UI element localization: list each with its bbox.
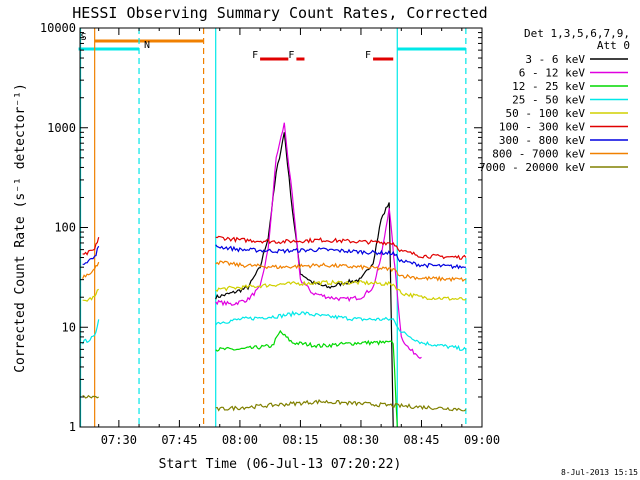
- x-tick-label: 08:00: [222, 433, 258, 447]
- legend-label: 100 - 300 keV: [499, 121, 585, 134]
- legend-label: 300 - 800 keV: [499, 134, 585, 147]
- x-axis: 07:30 07:45 08:00 08:15 08:30 08:45 09:00: [98, 28, 500, 447]
- y-tick-label: 1: [69, 420, 76, 434]
- series-line-7-seg-1: [215, 260, 466, 283]
- legend-header: Att 0: [597, 39, 630, 52]
- x-tick-label: 08:30: [343, 433, 379, 447]
- x-axis-label: Start Time (06-Jul-13 07:20:22): [159, 457, 402, 472]
- x-tick-label: 07:30: [101, 433, 137, 447]
- y-axis: 1 10 100 1000 10000: [40, 21, 482, 434]
- y-tick-label: 100: [54, 221, 76, 235]
- legend-label: 12 - 25 keV: [512, 80, 585, 93]
- y-axis-label: Corrected Count Rate (s⁻¹ detector⁻¹): [13, 83, 28, 373]
- series-line-0-seg-0: [215, 132, 394, 428]
- legend-header: Det 1,3,5,6,7,9,: [524, 27, 630, 40]
- plot-frame: [79, 27, 483, 428]
- flag-label-F: F: [365, 50, 371, 61]
- series-line-6-seg-1: [215, 244, 466, 270]
- x-tick-label: 09:00: [464, 433, 500, 447]
- series-line-7-seg-0: [82, 261, 100, 279]
- legend-label: 800 - 7000 keV: [492, 148, 585, 161]
- series-line-5-seg-1: [215, 235, 467, 260]
- series-line-8-seg-1: [215, 399, 467, 412]
- series-line-2-seg-0: [215, 329, 398, 428]
- series-line-4-seg-1: [215, 279, 467, 301]
- plot-area: SNF F F: [78, 28, 467, 428]
- series-line-4-seg-0: [82, 288, 100, 302]
- legend-label: 3 - 6 keV: [525, 53, 585, 66]
- series-line-5-seg-0: [82, 237, 100, 256]
- series-line-8-seg-0: [82, 394, 99, 399]
- x-tick-label: 07:45: [161, 433, 197, 447]
- series-line-3-seg-0: [82, 319, 100, 345]
- legend-label: 6 - 12 keV: [519, 67, 586, 80]
- y-tick-label: 1000: [47, 121, 76, 135]
- x-tick-label: 08:15: [282, 433, 318, 447]
- series-line-6-seg-0: [82, 245, 100, 265]
- series-line-3-seg-1: [215, 310, 467, 351]
- legend-label: 25 - 50 keV: [512, 94, 585, 107]
- y-tick-label: 10000: [40, 21, 76, 35]
- flag-label-F: F: [288, 50, 294, 61]
- flag-label-N: N: [144, 40, 150, 51]
- series-line-1-seg-0: [215, 122, 422, 360]
- y-tick-label: 10: [62, 320, 76, 334]
- footer-timestamp: 8-Jul-2013 15:15: [561, 468, 638, 477]
- flag-label-F: F: [252, 50, 258, 61]
- legend-label: 50 - 100 keV: [506, 107, 586, 120]
- x-tick-label: 08:45: [403, 433, 439, 447]
- chart-title: HESSI Observing Summary Count Rates, Cor…: [72, 4, 487, 22]
- legend-label: 7000 - 20000 keV: [479, 161, 585, 174]
